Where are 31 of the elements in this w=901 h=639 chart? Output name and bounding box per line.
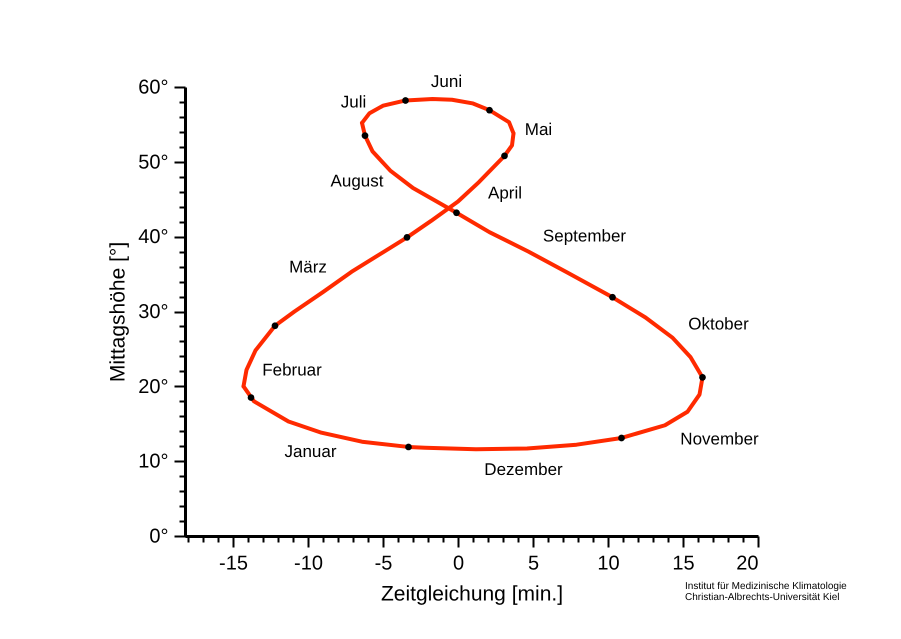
y-tick-label: 20° <box>138 376 168 398</box>
x-tick-label: 0 <box>452 552 464 574</box>
annotation: November <box>680 429 760 448</box>
annotation: Dezember <box>484 460 564 479</box>
annotation: Februar <box>262 360 322 380</box>
y-tick-label: 0° <box>149 526 168 548</box>
annotation: Januar <box>284 442 337 461</box>
y-tick-label: 40° <box>138 226 168 248</box>
annotation: Juli <box>340 92 366 112</box>
text: Institut für Medizinische Klimatologie <box>685 581 848 592</box>
x-axis-title: Zeitgleichung [min.] <box>380 582 564 606</box>
annotation: April <box>488 183 522 202</box>
annotation: Mai <box>524 120 552 139</box>
x-tick-label: 15 <box>672 552 695 574</box>
y-axis-title: Mittagshöhe [°] <box>106 242 130 382</box>
x-tick-label: 20 <box>736 552 758 574</box>
annotation: Juni <box>430 72 462 92</box>
y-tick-label: 50° <box>138 151 168 174</box>
y-tick-label: 10° <box>138 450 168 473</box>
x-tick-label: 5 <box>528 552 540 574</box>
text: Christian-Albrechts-Universität Kiel <box>685 592 840 603</box>
annotation: September <box>542 226 626 246</box>
y-tick-label: 30° <box>138 301 168 323</box>
x-tick-label: 10 <box>597 552 620 574</box>
y-tick-label: 60° <box>138 76 168 98</box>
annotation: August <box>330 172 384 191</box>
annotation: März <box>289 258 327 277</box>
annotation: Oktober <box>688 314 750 334</box>
x-tick-label: -10 <box>294 552 323 574</box>
x-tick-label: -15 <box>219 552 248 574</box>
x-tick-label: -5 <box>374 552 392 574</box>
